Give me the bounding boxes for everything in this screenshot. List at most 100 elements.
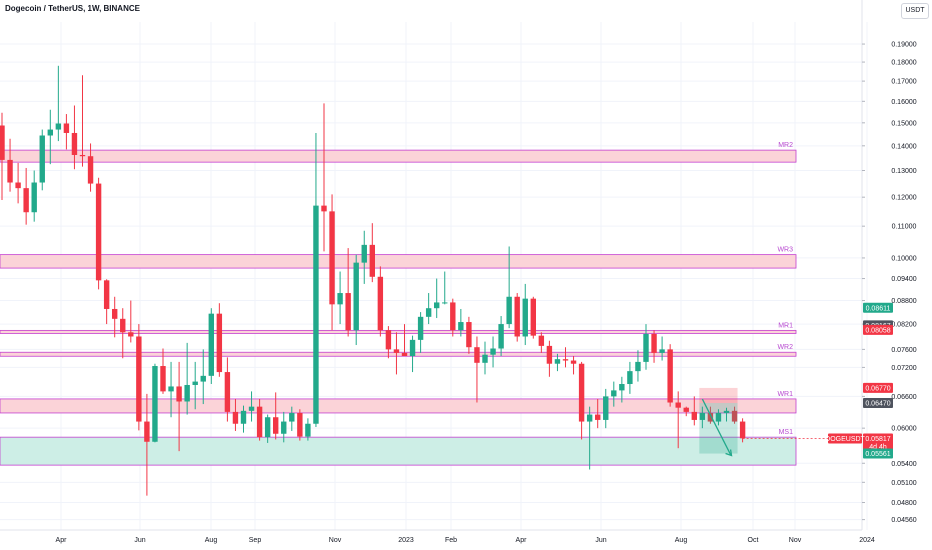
candle [554, 353, 561, 372]
y-tick-label: 0.07200 [891, 365, 916, 372]
candle [474, 336, 480, 403]
price-tag: 0.06470 [863, 398, 893, 409]
candle-body [562, 359, 569, 361]
currency-button[interactable]: USDT [901, 3, 929, 19]
x-tick-label: 2023 [398, 537, 414, 544]
candle [313, 132, 319, 428]
candle [498, 316, 504, 357]
candle [329, 194, 335, 331]
y-tick-label: 0.16000 [891, 99, 916, 106]
candle-body [329, 211, 335, 305]
candle [216, 303, 223, 377]
candle [0, 112, 5, 200]
candle [79, 75, 86, 167]
candle-body [273, 417, 279, 434]
candle-body [490, 348, 496, 355]
candle [546, 340, 553, 377]
candle-body [595, 414, 601, 420]
candle [659, 336, 665, 361]
x-tick-label: Jun [595, 537, 606, 544]
candle-body [248, 406, 255, 411]
candle-body [71, 132, 78, 155]
y-tick-label: 0.04800 [891, 500, 916, 507]
candle-body [739, 421, 746, 439]
price-tag-value: 0.08611 [866, 305, 891, 312]
candle [514, 293, 520, 342]
candle [23, 167, 29, 225]
candle [627, 361, 633, 394]
candle [715, 409, 722, 426]
candle-body [546, 345, 553, 364]
zone-label: WR2 [777, 344, 793, 351]
candle [152, 363, 158, 443]
y-tick-label: 0.17000 [891, 79, 916, 86]
candle [15, 162, 21, 204]
candle-body [313, 205, 319, 424]
x-tick-label: Nov [789, 537, 802, 544]
price-tag-bg [863, 398, 893, 409]
candle [361, 230, 367, 284]
candle [570, 356, 577, 375]
candle-body [337, 293, 343, 305]
price-tag-bg [863, 433, 893, 452]
projection-arrow [701, 398, 732, 455]
symbol-tag-bg [828, 433, 862, 444]
x-tick-label: Feb [445, 537, 457, 544]
y-tick-label: 0.09400 [891, 276, 916, 283]
zone-mr2 [0, 149, 797, 163]
candle-body [691, 411, 697, 420]
x-tick-label: Oct [748, 537, 759, 544]
candle-body [667, 349, 673, 403]
candle [47, 109, 53, 165]
candle-body [707, 412, 714, 422]
candle [39, 129, 45, 191]
candle-body [361, 244, 367, 263]
x-tick-label: Jun [134, 537, 145, 544]
candle-body [651, 333, 657, 353]
y-tick-label: 0.06600 [891, 394, 916, 401]
price-tag: 0.08611 [863, 302, 893, 313]
candle [667, 344, 673, 407]
candle [297, 409, 303, 441]
candle [264, 414, 271, 443]
candle-body [353, 262, 359, 331]
candle [128, 300, 134, 343]
candle [160, 348, 166, 394]
candle [450, 298, 456, 337]
candle-body [7, 159, 13, 183]
candle [458, 308, 464, 337]
x-tick-label: Aug [675, 537, 688, 544]
price-tag-countdown: 4d 4h [869, 444, 887, 451]
candle-body [0, 125, 5, 160]
candle-body [530, 298, 536, 336]
candle-body [425, 308, 432, 317]
candle-body [200, 375, 206, 382]
x-tick-label: Sep [249, 537, 262, 544]
candle-body [345, 293, 351, 331]
candle [530, 296, 536, 339]
candle-body [63, 123, 70, 133]
candle [232, 398, 239, 431]
candle [87, 143, 94, 192]
candle-body [619, 384, 625, 391]
candle-body [683, 407, 689, 412]
candle-body [23, 188, 29, 213]
candle [466, 316, 472, 354]
price-tag-bg [863, 382, 893, 393]
time-axis[interactable]: Apr Jun Aug Sep Nov 2023 Feb Apr Jun Aug Oct Nov 202… [0, 529, 875, 544]
candle-body [15, 182, 21, 189]
candle [353, 254, 359, 346]
candle-body [450, 302, 456, 331]
candle [369, 223, 375, 283]
price-axis[interactable]: 0.19000 0.18000 0.17000 0.16000 0.15000 0.140… [861, 0, 917, 530]
candle-body [635, 361, 641, 372]
candle [305, 418, 311, 441]
candle-body [321, 205, 327, 212]
candle [562, 347, 569, 368]
y-tick-label: 0.04560 [891, 517, 916, 524]
candle-body [184, 384, 190, 402]
price-tag-value: 0.06770 [865, 385, 890, 392]
price-tag: 0.06770 [863, 382, 893, 393]
candle-body [659, 349, 665, 353]
